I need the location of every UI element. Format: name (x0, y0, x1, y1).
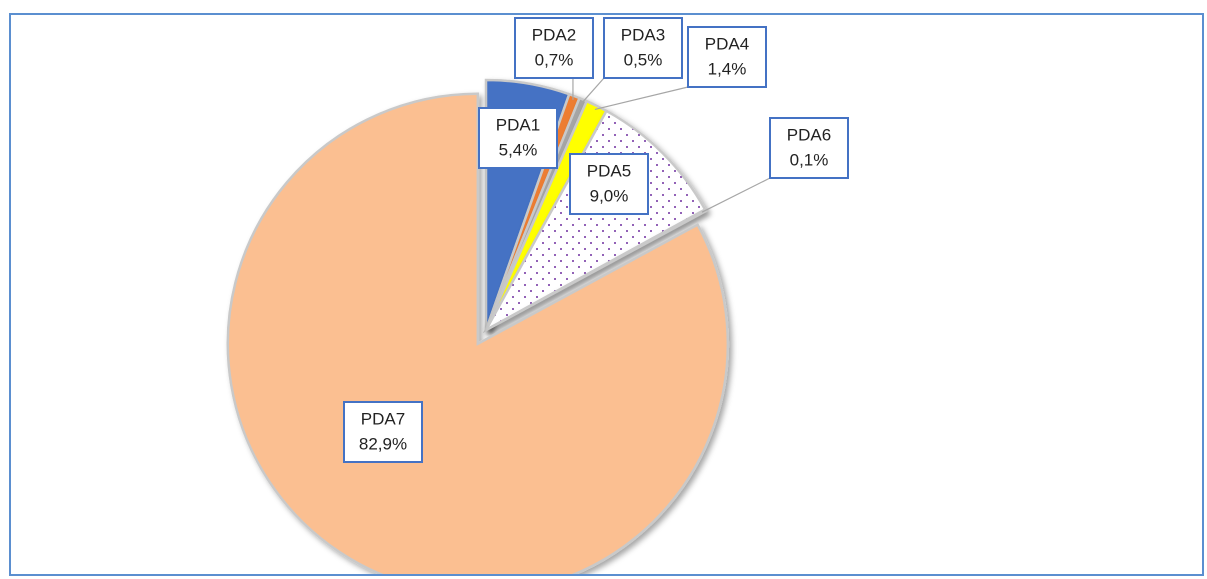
data-label-value: 82,9% (359, 434, 407, 453)
data-label-value: 0,5% (624, 50, 663, 69)
data-label-name: PDA5 (587, 161, 631, 180)
data-label-name: PDA4 (705, 34, 749, 53)
data-label-box (514, 17, 594, 79)
data-label-name: PDA1 (496, 115, 540, 134)
leader-line (594, 86, 689, 111)
data-label-name: PDA7 (361, 409, 405, 428)
data-label-name: PDA3 (621, 25, 665, 44)
data-label-box (478, 107, 558, 169)
plot-area: PDA1 5,4% PDA2 0,7% PDA3 0,5% PDA4 1,4% PDA5 9,0%… (226, 17, 849, 574)
data-label-name: PDA2 (532, 25, 576, 44)
leader-line (701, 177, 771, 213)
data-label-value: 1,4% (708, 59, 747, 78)
data-label-box (569, 153, 649, 215)
data-label-value: 9,0% (590, 186, 629, 205)
data-label-value: 5,4% (499, 140, 538, 159)
data-label-box (687, 26, 767, 88)
pie-slice (482, 109, 707, 334)
data-label-box (769, 117, 849, 179)
data-label-name: PDA6 (787, 125, 831, 144)
leader-line (581, 77, 605, 104)
data-label-box (603, 17, 683, 79)
data-label-box (343, 401, 423, 463)
data-label-value: 0,7% (535, 50, 574, 69)
data-label-value: 0,1% (790, 150, 829, 169)
